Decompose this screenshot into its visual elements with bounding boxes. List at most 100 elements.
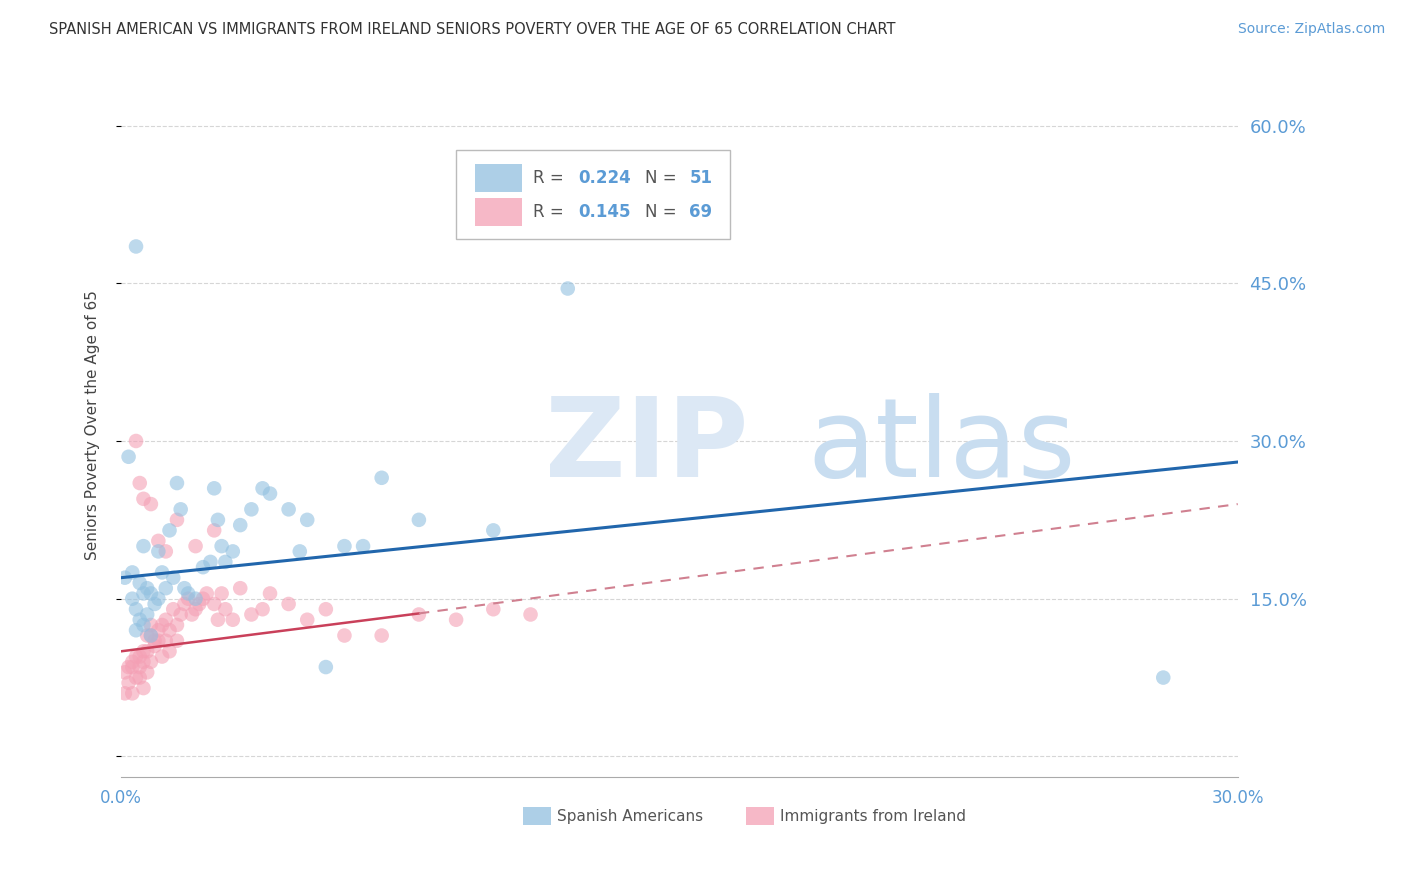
Point [139,628,162,642]
Point [177,586,200,600]
Point [177,591,200,606]
Point [370,628,392,642]
Bar [523,807,551,825]
Point [150,618,173,632]
Point [117,676,139,690]
Point [162,602,184,616]
Point [117,660,139,674]
Point [211,539,233,553]
Point [125,671,148,685]
Point [297,513,319,527]
Point [128,613,150,627]
Point [214,555,236,569]
Point [159,624,181,638]
Point [132,655,155,669]
Point [229,581,252,595]
Point [132,586,155,600]
Text: N =: N = [645,169,682,187]
Point [136,628,159,642]
Point [121,686,143,700]
Point [121,591,143,606]
Point [184,539,207,553]
Point [195,586,218,600]
Point [150,649,173,664]
Point [139,655,162,669]
Text: R =: R = [533,203,569,221]
Point [288,544,311,558]
Point [148,624,170,638]
Point [136,607,159,622]
Point [148,544,170,558]
Point [128,671,150,685]
Point [159,644,181,658]
Point [482,524,505,538]
Point [408,513,430,527]
Point [252,602,274,616]
Point [240,502,263,516]
Point [139,628,162,642]
Point [173,597,195,611]
Text: 0.145: 0.145 [578,203,630,221]
Point [482,602,505,616]
Point [155,633,177,648]
Point [170,607,193,622]
Point [148,533,170,548]
Point [166,476,188,491]
Point [121,566,143,580]
Text: 51: 51 [689,169,713,187]
Point [150,566,173,580]
Point [121,655,143,669]
Point [408,607,430,622]
Point [128,576,150,591]
Point [370,471,392,485]
Point [229,518,252,533]
Point [114,571,136,585]
Point [200,555,222,569]
Point [128,660,150,674]
Point [166,633,188,648]
Point [277,597,299,611]
Point [222,613,245,627]
Point [162,571,184,585]
Point [170,502,193,516]
Point [125,434,148,448]
Point [297,613,319,627]
Point [148,591,170,606]
Text: 69: 69 [689,203,713,221]
Point [114,686,136,700]
Point [136,665,159,680]
Point [184,591,207,606]
Point [139,618,162,632]
Point [143,639,166,653]
Text: N =: N = [645,203,682,221]
Point [114,665,136,680]
Point [519,607,541,622]
Point [333,539,356,553]
Point [277,502,299,516]
Point [202,597,225,611]
Point [333,628,356,642]
Point [125,602,148,616]
Point [155,544,177,558]
Point [125,239,148,253]
Point [519,181,541,195]
Point [132,644,155,658]
Point [173,581,195,595]
Point [184,602,207,616]
Point [132,681,155,695]
Point [211,586,233,600]
Point [125,649,148,664]
Point [121,660,143,674]
Point [315,602,337,616]
Point [202,524,225,538]
FancyBboxPatch shape [456,151,730,238]
Point [136,644,159,658]
Text: Source: ZipAtlas.com: Source: ZipAtlas.com [1237,22,1385,37]
Point [557,281,579,295]
Point [132,539,155,553]
Y-axis label: Seniors Poverty Over the Age of 65: Seniors Poverty Over the Age of 65 [86,290,100,560]
Point [188,597,211,611]
Point [155,581,177,595]
Text: ZIP: ZIP [546,392,749,500]
Point [166,513,188,527]
